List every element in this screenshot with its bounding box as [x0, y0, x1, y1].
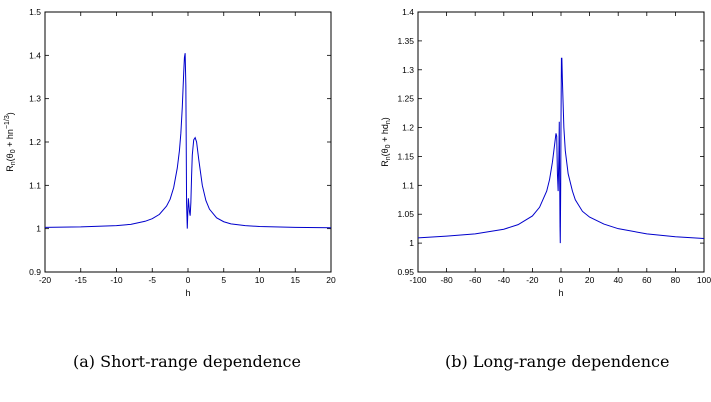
x-tick-label-a-3: -5 [148, 275, 156, 285]
y-axis-label-a: Rn(θ0 + hn−1/3) [4, 112, 17, 171]
y-tick-label-b-3: 1.1 [402, 180, 414, 190]
caption-b: (b) Long-range dependence [445, 352, 670, 371]
x-tick-label-a-8: 20 [326, 275, 336, 285]
x-tick-label-b-0: -100 [409, 275, 426, 285]
x-tick-label-b-9: 80 [671, 275, 681, 285]
plot-area-a [44, 11, 332, 273]
x-tick-label-b-6: 20 [585, 275, 595, 285]
x-tick-label-b-2: -60 [469, 275, 482, 285]
x-tick-label-a-4: 0 [186, 275, 191, 285]
x-tick-label-a-0: -20 [39, 275, 52, 285]
x-tick-label-a-1: -15 [75, 275, 88, 285]
panel-a: -20 -15 -10 -5 0 5 10 15 20 0.9 1 1.1 1.2 1.3 1.4 1.5 h… [4, 7, 336, 298]
caption-a: (a) Short-range dependence [73, 352, 301, 371]
x-tick-label-b-8: 60 [642, 275, 652, 285]
y-tick-label-a-3: 1.2 [29, 137, 41, 147]
x-tick-label-b-5: 0 [559, 275, 564, 285]
x-tick-label-b-10: 100 [697, 275, 711, 285]
series-line-a [44, 53, 332, 229]
panel-b: -100 -80 -60 -40 -20 0 20 40 60 80 100 0.95 1 1.05 1.1… [380, 7, 711, 298]
y-tick-label-b-4: 1.15 [397, 151, 414, 161]
y-tick-label-a-5: 1.4 [29, 50, 41, 60]
y-tick-label-a-6: 1.5 [29, 7, 41, 17]
x-tick-label-a-6: 10 [255, 275, 265, 285]
x-tick-label-b-1: -80 [440, 275, 453, 285]
x-tick-label-b-7: 40 [613, 275, 623, 285]
y-tick-label-a-2: 1.1 [29, 180, 41, 190]
x-tick-label-b-4: -20 [526, 275, 539, 285]
x-axis-label-b: h [558, 288, 563, 298]
x-axis-label-a: h [185, 288, 190, 298]
tick-group-a: -20 -15 -10 -5 0 5 10 15 20 0.9 1 1.1 1.2 1.3 1.4 1.5 [29, 7, 336, 285]
y-tick-label-b-6: 1.25 [397, 94, 414, 104]
y-axis-label-b: Rn(θ0 + hdn) [380, 117, 392, 167]
y-tick-label-a-1: 1 [36, 224, 41, 234]
x-tick-label-a-5: 5 [221, 275, 226, 285]
x-tick-label-a-7: 15 [291, 275, 301, 285]
y-tick-label-b-0: 0.95 [397, 267, 414, 277]
y-tick-label-b-9: 1.4 [402, 7, 414, 17]
y-tick-label-b-7: 1.3 [402, 65, 414, 75]
y-tick-label-b-2: 1.05 [397, 209, 414, 219]
y-tick-label-b-1: 1 [409, 238, 414, 248]
y-tick-label-a-0: 0.9 [29, 267, 41, 277]
x-tick-label-b-3: -40 [498, 275, 511, 285]
series-line-b [417, 57, 705, 244]
y-tick-label-a-4: 1.3 [29, 94, 41, 104]
y-tick-label-b-8: 1.35 [397, 36, 414, 46]
x-tick-label-a-2: -10 [110, 275, 123, 285]
tick-group-b: -100 -80 -60 -40 -20 0 20 40 60 80 100 0.95 1 1.05 1.1… [397, 7, 711, 285]
y-tick-label-b-5: 1.2 [402, 123, 414, 133]
